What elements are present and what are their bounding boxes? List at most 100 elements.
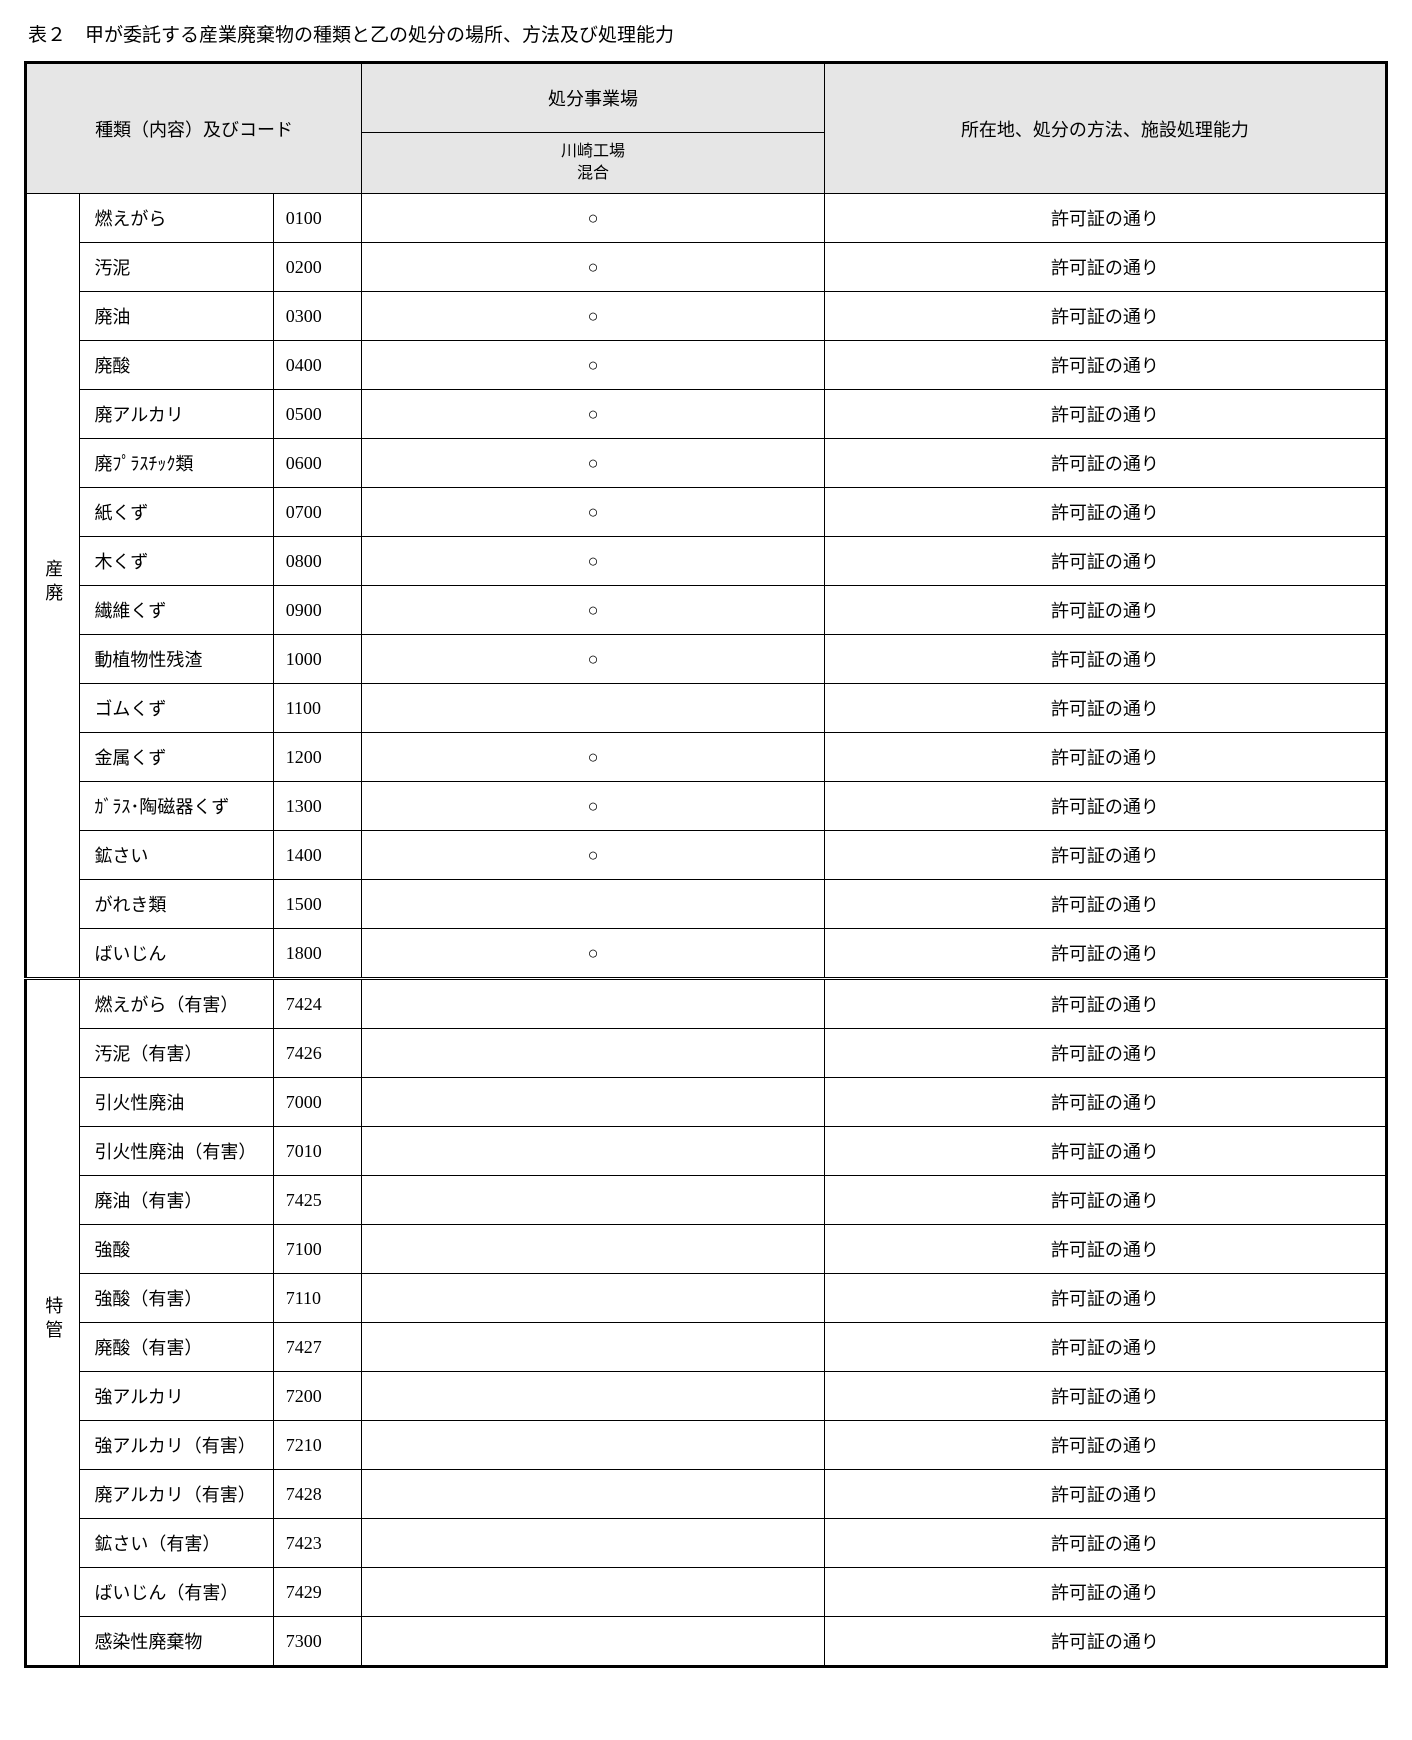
site-mark: ○ [362,488,825,537]
table-row: 木くず0800○許可証の通り [26,537,1387,586]
site-mark [362,1176,825,1225]
table-row: 引火性廃油（有害）7010許可証の通り [26,1127,1387,1176]
location-text: 許可証の通り [824,831,1386,880]
site-mark [362,1029,825,1078]
waste-code: 0400 [273,341,361,390]
site-mark: ○ [362,390,825,439]
site-mark: ○ [362,635,825,684]
site-mark [362,1323,825,1372]
location-text: 許可証の通り [824,1176,1386,1225]
table-title: 表２ 甲が委託する産業廃棄物の種類と乙の処分の場所、方法及び処理能力 [24,20,1388,47]
table-row: 感染性廃棄物7300許可証の通り [26,1617,1387,1667]
waste-code: 0800 [273,537,361,586]
location-text: 許可証の通り [824,782,1386,831]
site-mark [362,1519,825,1568]
table-row: 繊維くず0900○許可証の通り [26,586,1387,635]
waste-name: ばいじん（有害） [80,1568,273,1617]
site-mark [362,1225,825,1274]
location-text: 許可証の通り [824,1372,1386,1421]
location-text: 許可証の通り [824,194,1386,243]
table-row: 廃油（有害）7425許可証の通り [26,1176,1387,1225]
location-text: 許可証の通り [824,390,1386,439]
table-row: がれき類1500 許可証の通り [26,880,1387,929]
site-mark [362,1568,825,1617]
group-label-cell: 産廃 [26,194,80,979]
waste-code: 0600 [273,439,361,488]
table-row: 廃酸0400○許可証の通り [26,341,1387,390]
location-text: 許可証の通り [824,1568,1386,1617]
waste-name: 汚泥（有害） [80,1029,273,1078]
location-text: 許可証の通り [824,1421,1386,1470]
table-row: 紙くず0700○許可証の通り [26,488,1387,537]
header-site-sub-line1: 川崎工場 [561,143,625,160]
location-text: 許可証の通り [824,1274,1386,1323]
waste-code: 0100 [273,194,361,243]
location-text: 許可証の通り [824,1029,1386,1078]
waste-name: 引火性廃油 [80,1078,273,1127]
waste-code: 1800 [273,929,361,979]
site-mark: ○ [362,292,825,341]
waste-name: 廃酸 [80,341,273,390]
waste-name: ｶﾞﾗｽ･陶磁器くず [80,782,273,831]
site-mark: ○ [362,733,825,782]
site-mark [362,1274,825,1323]
table-row: 廃アルカリ（有害）7428許可証の通り [26,1470,1387,1519]
header-location: 所在地、処分の方法、施設処理能力 [824,63,1386,194]
waste-code: 7300 [273,1617,361,1667]
waste-name: 紙くず [80,488,273,537]
waste-name: 鉱さい（有害） [80,1519,273,1568]
waste-code: 7427 [273,1323,361,1372]
location-text: 許可証の通り [824,880,1386,929]
waste-code: 1200 [273,733,361,782]
site-mark [362,1372,825,1421]
waste-code: 0700 [273,488,361,537]
waste-code: 1400 [273,831,361,880]
waste-code: 7429 [273,1568,361,1617]
location-text: 許可証の通り [824,341,1386,390]
group-label: 産廃 [40,559,66,607]
waste-code: 0300 [273,292,361,341]
waste-code: 7425 [273,1176,361,1225]
waste-name: 強アルカリ [80,1372,273,1421]
waste-code: 7426 [273,1029,361,1078]
table-row: ばいじん（有害）7429 許可証の通り [26,1568,1387,1617]
table-row: 鉱さい1400○許可証の通り [26,831,1387,880]
location-text: 許可証の通り [824,929,1386,979]
table-row: ゴムくず1100許可証の通り [26,684,1387,733]
waste-code: 7424 [273,979,361,1029]
table-row: 鉱さい（有害）7423許可証の通り [26,1519,1387,1568]
waste-code: 1500 [273,880,361,929]
site-mark: ○ [362,341,825,390]
site-mark: ○ [362,537,825,586]
location-text: 許可証の通り [824,586,1386,635]
waste-code: 1300 [273,782,361,831]
waste-code: 0200 [273,243,361,292]
table-row: ｶﾞﾗｽ･陶磁器くず1300○許可証の通り [26,782,1387,831]
table-row: 動植物性残渣1000○許可証の通り [26,635,1387,684]
waste-code: 7000 [273,1078,361,1127]
site-mark [362,684,825,733]
waste-code: 1000 [273,635,361,684]
table-row: 廃酸（有害）7427許可証の通り [26,1323,1387,1372]
table-row: 強アルカリ7200許可証の通り [26,1372,1387,1421]
site-mark [362,880,825,929]
waste-name: 燃えがら（有害） [80,979,273,1029]
waste-code: 7428 [273,1470,361,1519]
location-text: 許可証の通り [824,979,1386,1029]
waste-name: がれき類 [80,880,273,929]
waste-name: 金属くず [80,733,273,782]
site-mark: ○ [362,243,825,292]
waste-name: ゴムくず [80,684,273,733]
location-text: 許可証の通り [824,537,1386,586]
waste-code: 7210 [273,1421,361,1470]
waste-name: 感染性廃棄物 [80,1617,273,1667]
waste-name: ばいじん [80,929,273,979]
table-row: 強酸（有害）7110許可証の通り [26,1274,1387,1323]
waste-table: 種類（内容）及びコード 処分事業場 所在地、処分の方法、施設処理能力 川崎工場 … [24,61,1388,1668]
site-mark [362,1421,825,1470]
table-row: 廃アルカリ0500○許可証の通り [26,390,1387,439]
table-row: 金属くず1200○許可証の通り [26,733,1387,782]
table-row: 汚泥（有害）7426 許可証の通り [26,1029,1387,1078]
waste-name: 強酸 [80,1225,273,1274]
waste-name: 燃えがら [80,194,273,243]
